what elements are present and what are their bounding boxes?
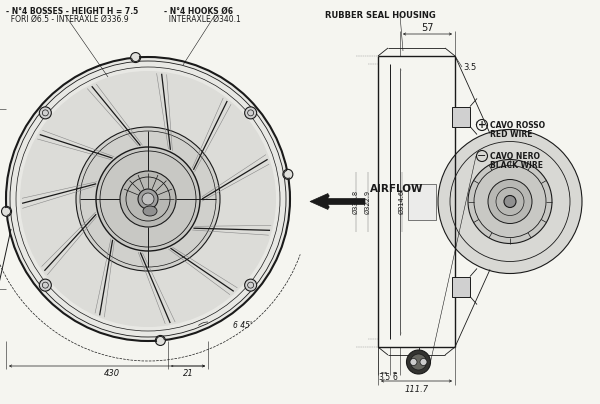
Text: 111.7: 111.7 [404,385,428,394]
Circle shape [420,358,427,366]
Text: 3.5: 3.5 [378,374,390,383]
Text: 430: 430 [104,370,120,379]
Text: 3.5: 3.5 [463,63,476,72]
Circle shape [488,179,532,223]
Ellipse shape [143,206,157,216]
Circle shape [142,193,154,205]
Circle shape [468,160,552,244]
Text: RED WIRE: RED WIRE [490,130,533,139]
Text: −: − [478,151,487,161]
Text: - N°4 BOSSES - HEIGHT H = 7.5: - N°4 BOSSES - HEIGHT H = 7.5 [6,7,138,16]
Circle shape [2,206,11,217]
Text: AIRFLOW: AIRFLOW [370,183,424,194]
Text: CAVO NERO: CAVO NERO [490,152,540,161]
Circle shape [504,196,516,208]
Circle shape [40,279,52,291]
Text: CAVO ROSSO: CAVO ROSSO [490,121,545,130]
Circle shape [245,107,257,119]
Text: FORI Ø6.5 - INTERAXLE Ø336.9: FORI Ø6.5 - INTERAXLE Ø336.9 [6,15,128,24]
Circle shape [410,354,427,370]
Text: Ø330.8: Ø330.8 [353,189,359,214]
Circle shape [155,335,166,345]
Text: 57: 57 [421,23,434,33]
Circle shape [138,189,158,209]
Bar [452,276,470,297]
Text: RUBBER SEAL HOUSING: RUBBER SEAL HOUSING [325,11,436,20]
Bar [408,183,436,219]
Text: Ø322.9: Ø322.9 [365,189,371,214]
Circle shape [120,171,176,227]
Text: 6 45': 6 45' [233,322,252,330]
Text: - N°4 HOOKS Ø6: - N°4 HOOKS Ø6 [164,7,233,16]
Circle shape [438,130,582,274]
Circle shape [410,358,417,366]
Circle shape [6,57,290,341]
Bar [452,107,470,126]
Circle shape [76,127,220,271]
Text: 21: 21 [182,370,193,379]
Text: Ø314.6: Ø314.6 [399,189,405,214]
Text: INTERAXLE Ø340.1: INTERAXLE Ø340.1 [164,15,241,24]
Text: +: + [478,120,486,130]
Polygon shape [310,194,365,210]
Circle shape [20,71,276,327]
Circle shape [407,350,431,374]
Circle shape [283,169,293,179]
Text: 6: 6 [392,374,397,383]
Circle shape [40,107,52,119]
Circle shape [245,279,257,291]
Circle shape [96,147,200,251]
Text: BLACK WIRE: BLACK WIRE [490,161,543,170]
Circle shape [131,53,140,63]
